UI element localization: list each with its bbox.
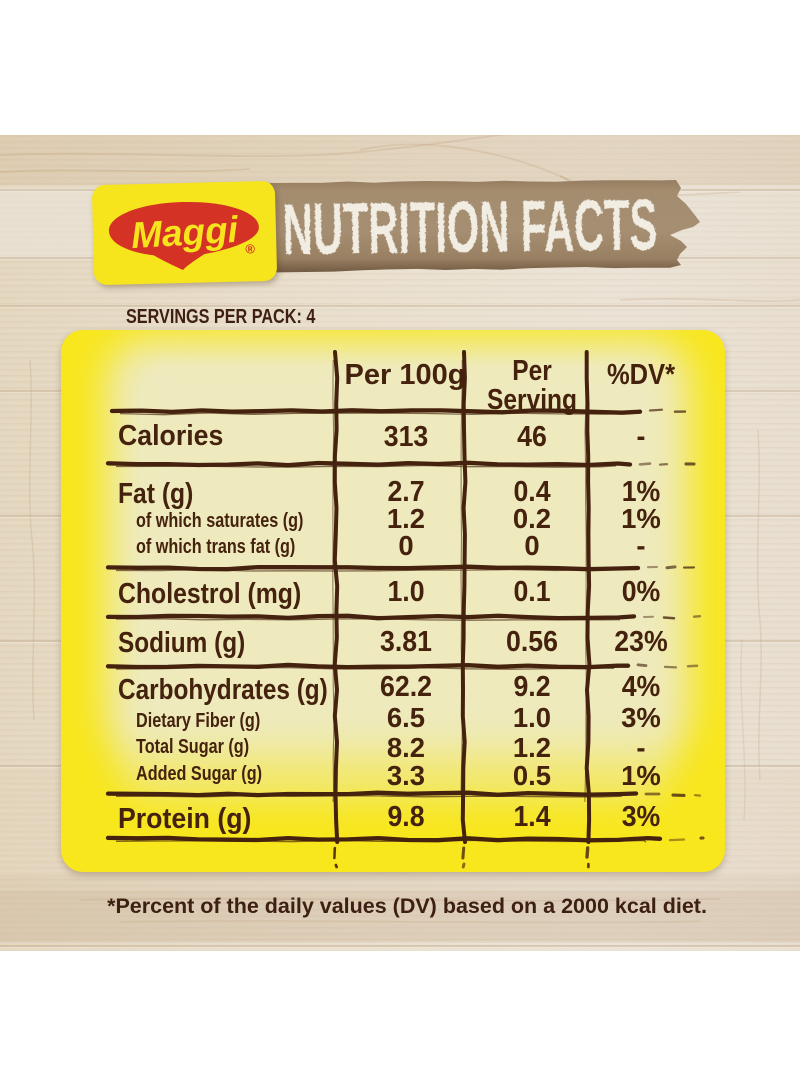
svg-text:NUTRITION FACTS: NUTRITION FACTS (282, 186, 657, 270)
